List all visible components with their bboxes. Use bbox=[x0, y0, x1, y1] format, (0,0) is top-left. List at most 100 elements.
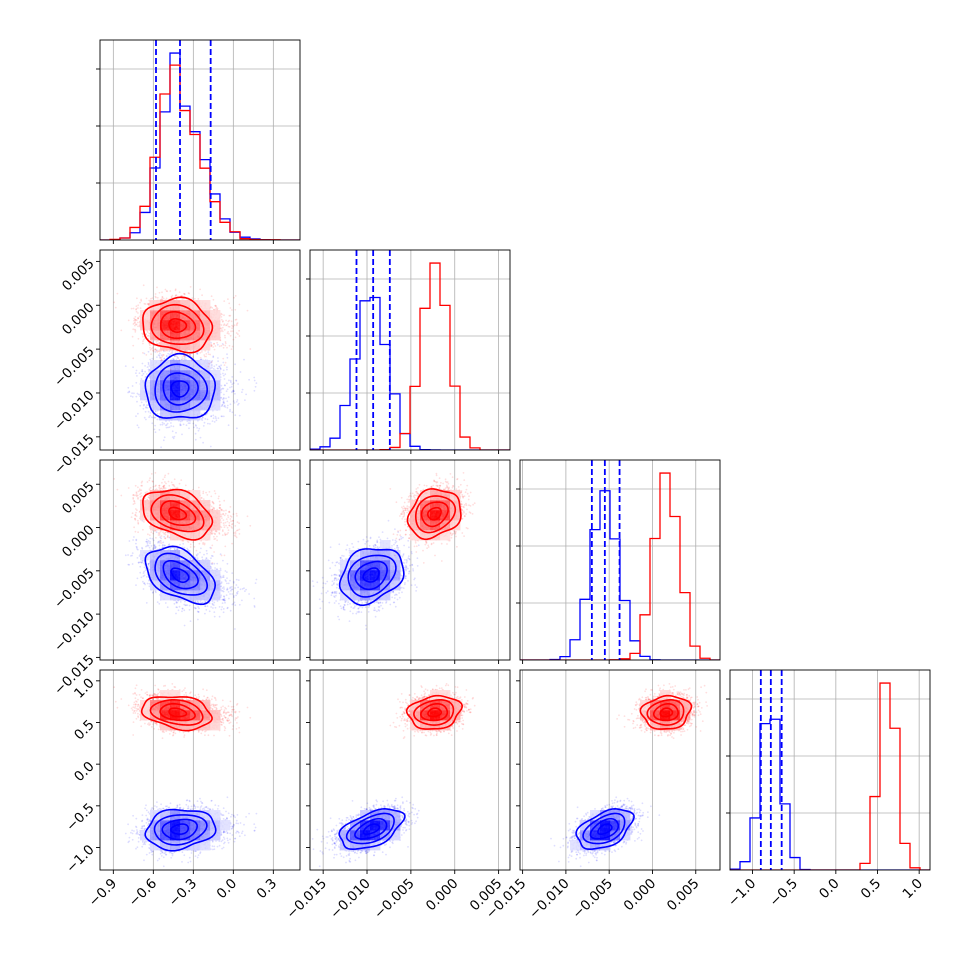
sample-point bbox=[233, 402, 236, 404]
sample-point bbox=[184, 355, 187, 358]
sample-point bbox=[221, 329, 223, 331]
sample-point bbox=[188, 292, 191, 295]
sample-point bbox=[186, 420, 189, 422]
sample-point bbox=[153, 416, 156, 419]
sample-point bbox=[165, 297, 168, 300]
sample-point bbox=[163, 422, 166, 425]
sample-point bbox=[127, 319, 130, 322]
sample-point bbox=[162, 297, 165, 300]
sample-point bbox=[174, 355, 176, 358]
sample-point bbox=[139, 301, 141, 304]
sample-point bbox=[141, 368, 144, 371]
sample-point bbox=[161, 423, 164, 426]
sample-point bbox=[244, 399, 246, 401]
sample-point bbox=[148, 332, 151, 335]
sample-point bbox=[221, 404, 224, 407]
sample-point bbox=[183, 292, 185, 295]
sample-point bbox=[141, 335, 144, 338]
density-cell bbox=[150, 370, 161, 381]
sample-point bbox=[234, 336, 237, 339]
sample-point bbox=[226, 323, 229, 325]
sample-point bbox=[224, 336, 227, 339]
sample-point bbox=[142, 333, 144, 336]
sample-point bbox=[181, 298, 184, 300]
sample-point bbox=[132, 307, 135, 310]
sample-point bbox=[214, 415, 217, 418]
sample-point bbox=[135, 372, 137, 374]
sample-point bbox=[191, 356, 194, 358]
sample-point bbox=[194, 438, 197, 441]
sample-point bbox=[132, 323, 135, 325]
sample-point bbox=[211, 420, 214, 422]
sample-point bbox=[146, 407, 149, 409]
density-cell bbox=[200, 380, 211, 391]
sample-point bbox=[215, 306, 218, 309]
sample-point bbox=[210, 345, 213, 347]
sample-point bbox=[199, 351, 202, 354]
sample-point bbox=[237, 383, 240, 385]
sample-point bbox=[219, 366, 222, 369]
sample-point bbox=[220, 405, 223, 408]
sample-point bbox=[176, 351, 179, 353]
sample-point bbox=[140, 299, 143, 302]
sample-point bbox=[158, 350, 161, 353]
sample-point bbox=[236, 322, 239, 324]
sample-point bbox=[179, 424, 182, 427]
sample-point bbox=[137, 337, 140, 340]
sample-point bbox=[174, 289, 177, 292]
sample-point bbox=[161, 296, 164, 299]
sample-point bbox=[149, 358, 152, 361]
density-cell bbox=[190, 400, 201, 411]
sample-point bbox=[217, 360, 220, 362]
sample-point bbox=[154, 295, 157, 298]
sample-point bbox=[148, 334, 150, 337]
sample-point bbox=[137, 426, 140, 429]
sample-point bbox=[166, 290, 169, 293]
density-cell bbox=[170, 370, 181, 381]
sample-point bbox=[235, 318, 238, 321]
sample-point bbox=[188, 354, 191, 357]
sample-point bbox=[234, 295, 237, 297]
sample-point bbox=[253, 376, 256, 379]
sample-point bbox=[163, 354, 165, 356]
sample-point bbox=[160, 358, 163, 361]
sample-point bbox=[203, 421, 206, 424]
sample-point bbox=[148, 303, 150, 305]
sample-point bbox=[137, 304, 140, 307]
sample-point bbox=[154, 431, 157, 434]
sample-point bbox=[196, 353, 199, 355]
sample-point bbox=[156, 296, 159, 299]
sample-point bbox=[221, 415, 224, 418]
sample-point bbox=[189, 286, 192, 288]
sample-point bbox=[229, 307, 232, 309]
sample-point bbox=[215, 364, 218, 366]
sample-point bbox=[243, 358, 245, 361]
density-cell bbox=[160, 360, 171, 371]
sample-point bbox=[214, 304, 217, 307]
sample-point bbox=[223, 300, 226, 302]
sample-point bbox=[159, 352, 161, 355]
sample-point bbox=[223, 397, 225, 400]
sample-point bbox=[146, 303, 149, 305]
density-cell bbox=[170, 410, 181, 421]
sample-point bbox=[230, 320, 233, 323]
sample-point bbox=[213, 342, 216, 345]
sample-point bbox=[214, 345, 217, 347]
sample-point bbox=[147, 363, 150, 366]
sample-point bbox=[234, 392, 236, 395]
sample-point bbox=[217, 367, 220, 370]
sample-point bbox=[199, 288, 202, 291]
sample-point bbox=[151, 349, 154, 352]
sample-point bbox=[234, 414, 237, 417]
sample-point bbox=[203, 355, 206, 358]
density-cell bbox=[190, 360, 201, 371]
sample-point bbox=[170, 422, 172, 424]
sample-point bbox=[221, 403, 224, 406]
sample-point bbox=[202, 441, 205, 444]
sample-point bbox=[231, 411, 234, 414]
sample-point bbox=[134, 329, 137, 332]
density-cell bbox=[190, 370, 201, 381]
sample-point bbox=[207, 422, 209, 425]
